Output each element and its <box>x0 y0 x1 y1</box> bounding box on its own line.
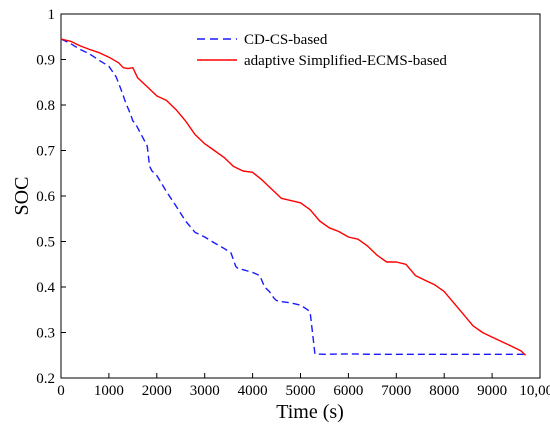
y-tick-label: 1 <box>48 7 56 23</box>
series-line-cd-cs <box>60 38 526 355</box>
y-tick-label: 0.7 <box>36 144 55 160</box>
y-tick-label: 0.9 <box>36 53 55 69</box>
x-tick-label: 0 <box>57 383 65 399</box>
x-axis-ticks: 0 1000 2000 3000 4000 5000 6000 7000 8000 9000 10,… <box>57 373 550 399</box>
legend: CD-CS-based adaptive Simplified-ECMS-bas… <box>197 32 447 69</box>
x-tick-label: 8000 <box>429 383 459 399</box>
legend-label-ecms: adaptive Simplified-ECMS-based <box>244 53 447 69</box>
x-tick-label: 2000 <box>142 383 172 399</box>
y-tick-label: 0.4 <box>36 280 55 296</box>
series-layer <box>60 38 527 356</box>
x-tick-label: 5000 <box>286 383 316 399</box>
y-axis-ticks: 0.2 0.3 0.4 0.5 0.6 0.7 0.8 0.9 1 <box>36 7 66 387</box>
y-tick-label: 0.6 <box>36 189 55 205</box>
x-tick-label: 4000 <box>238 383 268 399</box>
x-tick-label: 1000 <box>94 383 124 399</box>
x-axis-label: Time (s) <box>276 401 344 423</box>
x-tick-label: 9000 <box>477 383 507 399</box>
x-tick-label: 3000 <box>190 383 220 399</box>
y-tick-label: 0.5 <box>36 235 55 251</box>
y-tick-label: 0.8 <box>36 98 55 114</box>
y-tick-label: 0.3 <box>36 326 55 342</box>
y-tick-label: 0.2 <box>36 371 55 387</box>
y-axis-label: SOC <box>11 177 33 216</box>
legend-label-cd-cs: CD-CS-based <box>244 32 328 48</box>
x-tick-label: 6000 <box>333 383 363 399</box>
x-tick-label: 10,000 <box>519 383 550 399</box>
x-tick-label: 7000 <box>381 383 411 399</box>
series-line-adaptive-ecms <box>60 38 527 356</box>
